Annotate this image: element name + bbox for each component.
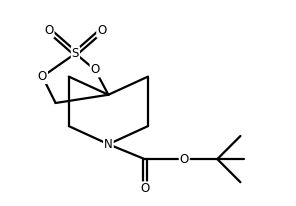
Text: S: S [72, 47, 79, 60]
Text: O: O [91, 63, 100, 76]
Text: O: O [97, 24, 107, 37]
Text: O: O [140, 182, 149, 195]
Text: O: O [38, 70, 47, 83]
Text: O: O [44, 24, 54, 37]
Text: N: N [104, 138, 113, 151]
Text: O: O [180, 153, 189, 166]
